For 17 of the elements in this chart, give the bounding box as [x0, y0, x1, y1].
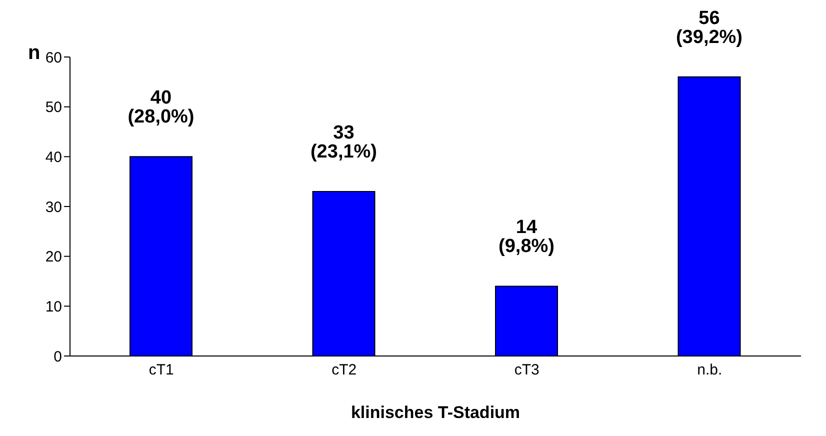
data-label: 33 (23,1%): [310, 122, 378, 163]
x-axis-title: klinisches T-Stadium: [350, 403, 520, 422]
y-tick-label: 60: [45, 49, 62, 66]
y-tick-label: 30: [45, 198, 62, 216]
x-tick-label: cT3: [514, 362, 540, 379]
y-tick-label: 0: [54, 348, 62, 366]
y-tick-label: 50: [45, 99, 62, 116]
data-label: 56 (39,2%): [676, 8, 743, 48]
x-tick-label: cT2: [332, 362, 357, 379]
data-label: 14 (9,8%): [498, 217, 554, 258]
y-tick-label: 20: [45, 248, 62, 266]
y-tick-label: 10: [45, 298, 62, 316]
y-tick-label: 40: [45, 148, 62, 166]
data-label: 40 (28,0%): [128, 88, 194, 128]
x-tick-label: n.b.: [697, 362, 722, 379]
y-axis-title: n: [28, 42, 40, 64]
x-tick-label: cT1: [148, 362, 174, 379]
